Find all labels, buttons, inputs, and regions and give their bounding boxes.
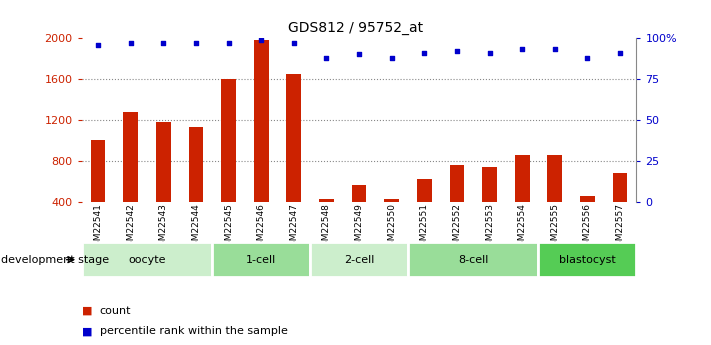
Point (516, 47, 528, 52)
Bar (188, 127, 203, 243)
Text: count: count (100, 306, 131, 315)
Bar (254, 40, 269, 243)
Point (125, 40, 137, 46)
Bar (385, 199, 399, 243)
Point (353, 51, 365, 57)
FancyBboxPatch shape (82, 242, 213, 277)
Text: GDS812 / 95752_at: GDS812 / 95752_at (288, 21, 423, 35)
FancyBboxPatch shape (310, 242, 408, 277)
Bar (417, 179, 432, 243)
Bar (515, 155, 530, 243)
Text: 2-cell: 2-cell (344, 255, 374, 265)
Point (158, 40, 169, 46)
Bar (547, 155, 562, 243)
FancyBboxPatch shape (538, 242, 636, 277)
Bar (287, 74, 301, 243)
Point (614, 50, 626, 56)
Text: oocyte: oocyte (128, 255, 166, 265)
Bar (482, 167, 497, 243)
Point (92, 42, 104, 47)
Bar (221, 79, 236, 243)
Bar (124, 112, 138, 243)
FancyBboxPatch shape (213, 242, 310, 277)
FancyBboxPatch shape (408, 242, 538, 277)
Text: blastocyst: blastocyst (559, 255, 616, 265)
Text: 1-cell: 1-cell (246, 255, 277, 265)
Text: percentile rank within the sample: percentile rank within the sample (100, 326, 287, 336)
Point (288, 40, 299, 46)
Bar (449, 165, 464, 243)
Point (582, 55, 593, 60)
Text: ■: ■ (82, 326, 92, 336)
Bar (319, 199, 333, 243)
Text: 8-cell: 8-cell (458, 255, 488, 265)
Point (386, 55, 397, 60)
Bar (613, 173, 627, 243)
Point (484, 50, 496, 56)
Text: development stage: development stage (1, 255, 109, 265)
Point (549, 47, 560, 52)
Bar (91, 140, 105, 243)
Point (321, 55, 332, 60)
Bar (580, 196, 595, 243)
Bar (156, 122, 171, 243)
Point (255, 37, 267, 42)
Bar (352, 186, 366, 243)
Point (419, 50, 430, 56)
Point (451, 48, 463, 54)
Text: ■: ■ (82, 306, 92, 315)
Point (191, 40, 202, 46)
Point (223, 40, 234, 46)
